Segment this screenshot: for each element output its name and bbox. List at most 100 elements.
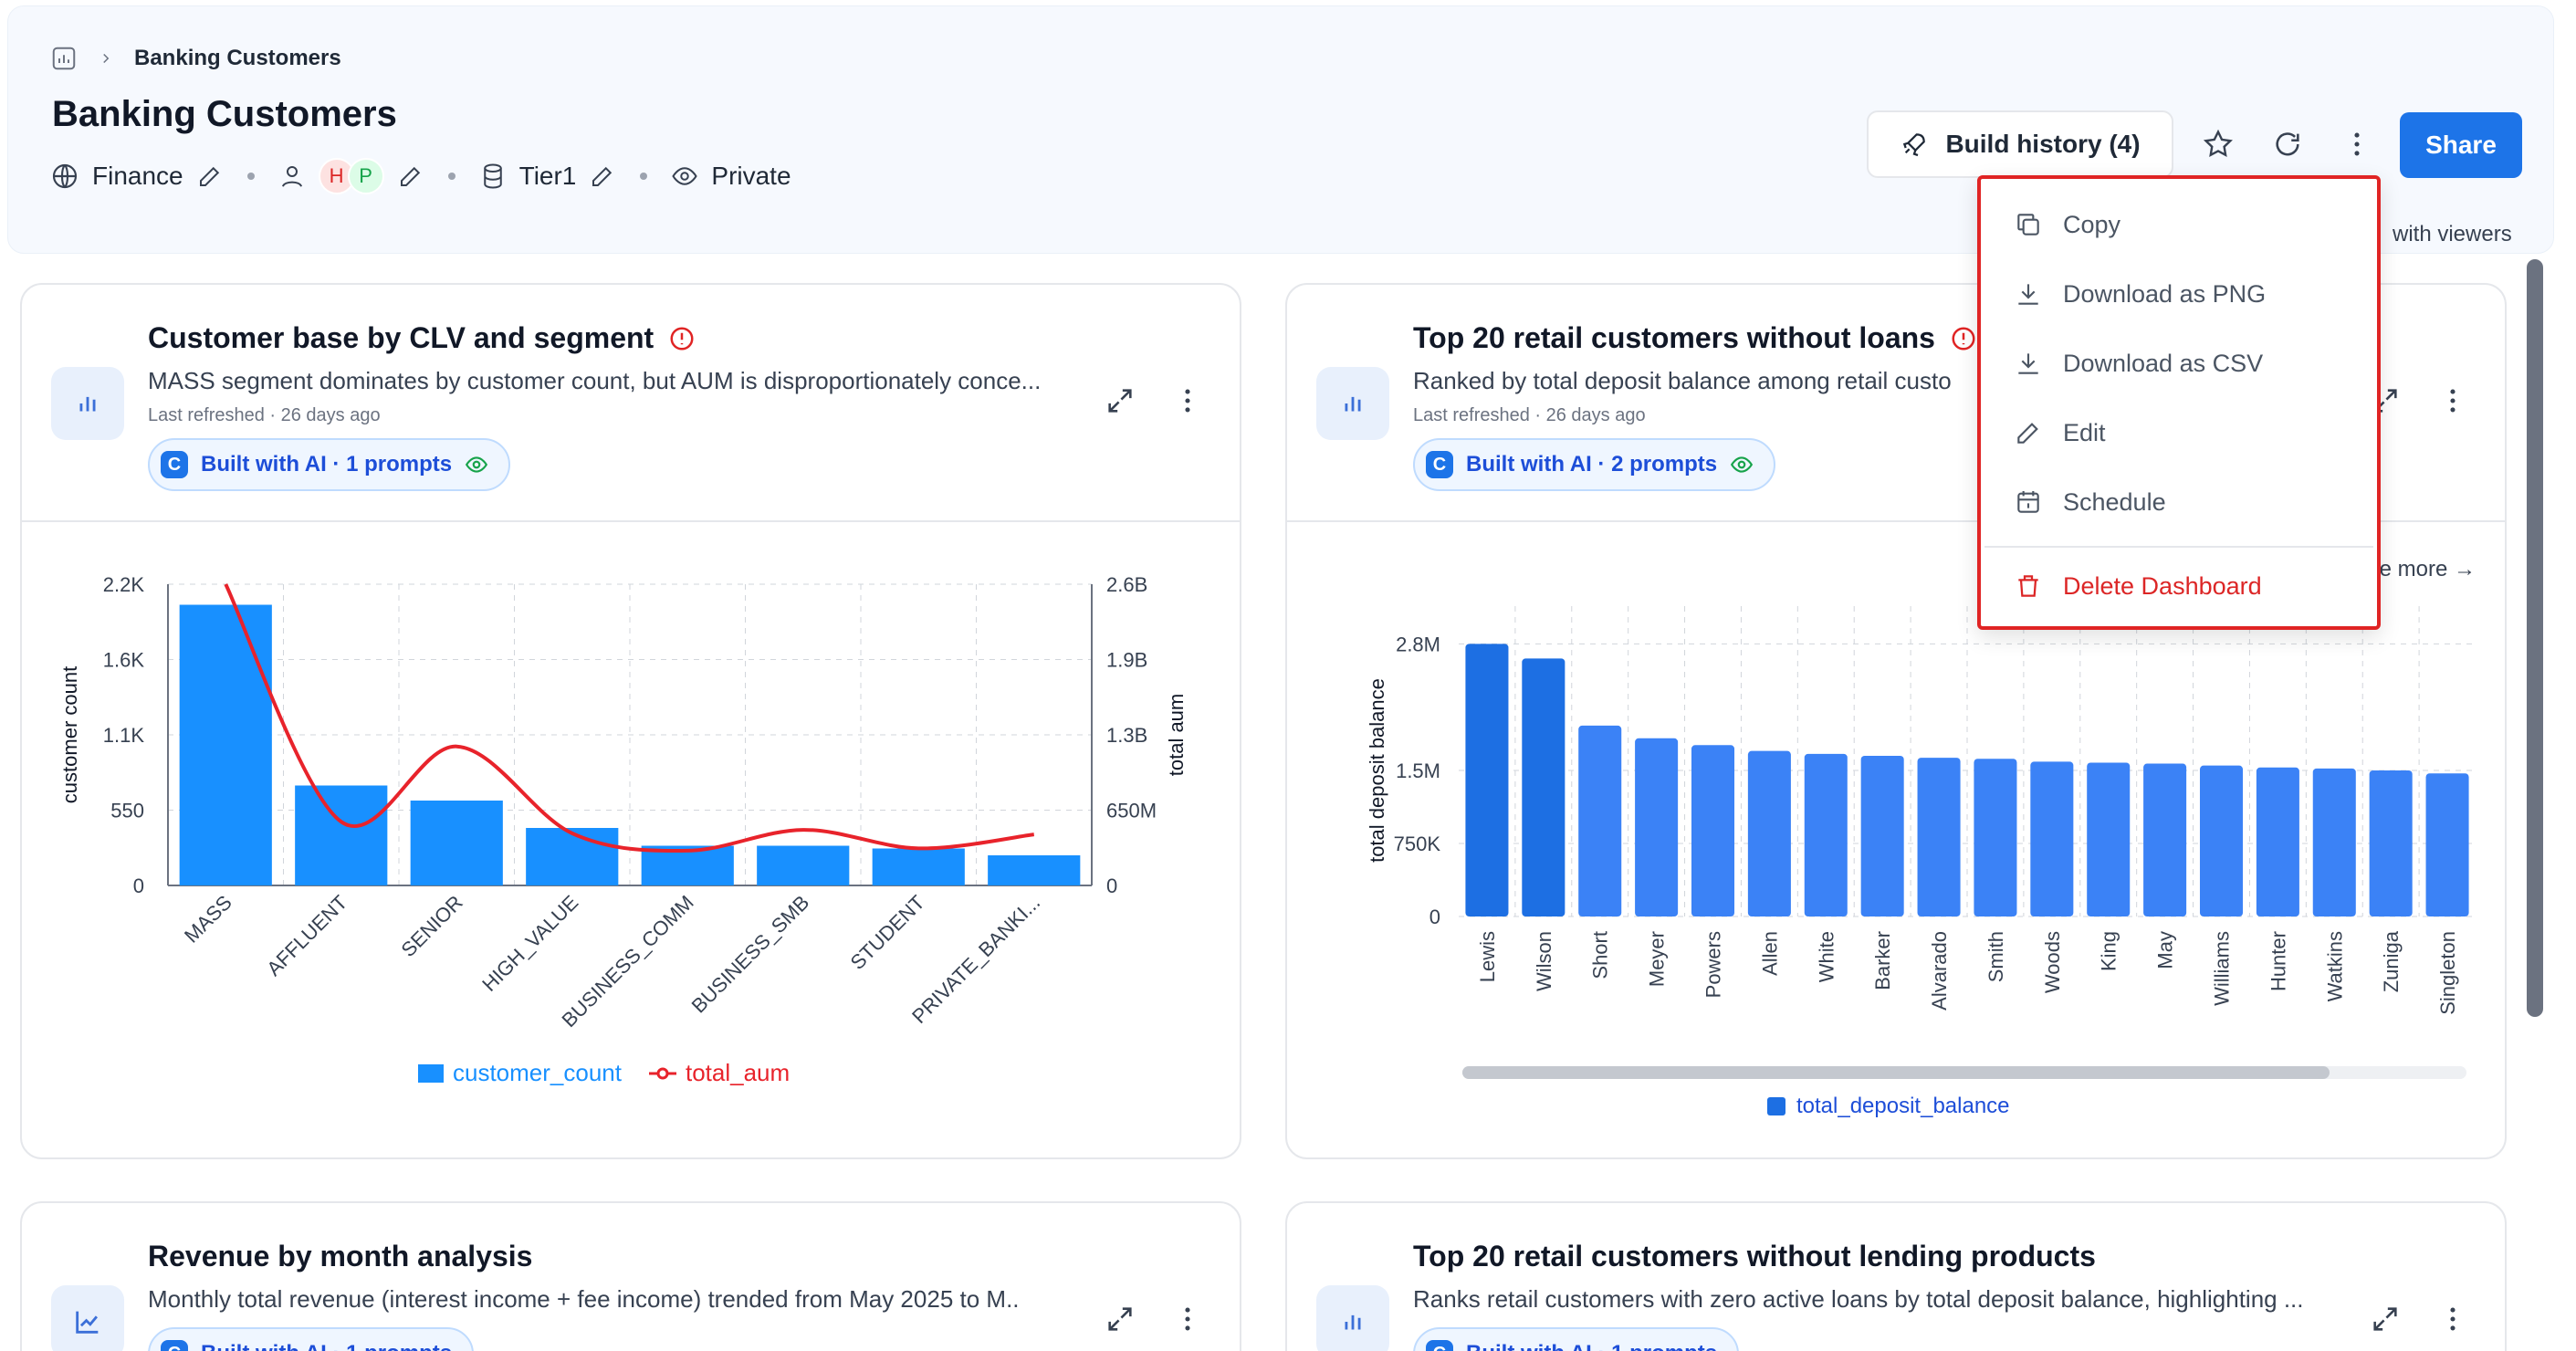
series-line-total-aum: [224, 583, 1034, 854]
y-tick-label: 1.6K: [103, 649, 145, 672]
refresh-button[interactable]: [2261, 118, 2314, 171]
more-vertical-icon[interactable]: [1172, 1304, 1203, 1335]
x-tick-label: Singleton: [2436, 931, 2459, 1015]
scrollbar-thumb[interactable]: [1462, 1066, 2330, 1079]
x-tick-label: Zuniga: [2380, 930, 2403, 992]
menu-item-download-png[interactable]: Download as PNG: [2014, 279, 2266, 309]
legend-item-total-aum[interactable]: total_aum: [648, 1059, 790, 1087]
favorite-button[interactable]: [2192, 118, 2245, 171]
visibility-label[interactable]: Private: [711, 162, 791, 190]
edit-owners-icon[interactable]: [397, 162, 424, 190]
bar: [1860, 756, 1904, 916]
y-tick-label: 2.8M: [1396, 633, 1440, 655]
breadcrumb-current[interactable]: Banking Customers: [134, 46, 341, 70]
bar: [1635, 738, 1679, 916]
x-tick-label: PRIVATE_BANKI...: [907, 891, 1044, 1028]
expand-icon[interactable]: [1105, 385, 1136, 416]
dashboard-icon[interactable]: [50, 45, 78, 72]
bar: [2312, 768, 2356, 916]
more-vertical-icon[interactable]: [2437, 1304, 2468, 1335]
card-title[interactable]: Top 20 retail customers without lending …: [1413, 1240, 2096, 1273]
ai-prompts-label: Built with AI · 1 prompts: [1466, 1341, 1717, 1351]
build-history-button[interactable]: Build history (4): [1867, 110, 2173, 178]
x-tick-label: MASS: [180, 891, 236, 948]
eye-icon: [466, 456, 488, 473]
more-options-button[interactable]: [2330, 118, 2383, 171]
menu-item-label: Schedule: [2063, 487, 2166, 516]
ai-logo-icon: C: [161, 451, 188, 478]
more-vertical-icon[interactable]: [2437, 385, 2468, 416]
menu-separator: [1984, 546, 2373, 548]
breadcrumb: Banking Customers: [50, 45, 341, 72]
menu-item-label: Delete Dashboard: [2063, 571, 2262, 600]
share-button[interactable]: Share: [2400, 112, 2522, 178]
download-icon: [2018, 284, 2038, 305]
bar: [2030, 761, 2074, 916]
y-tick-label: 1.5M: [1396, 759, 1440, 782]
chart-legend[interactable]: total_deposit_balance: [1767, 1094, 2010, 1119]
tier-label: Tier1: [518, 162, 577, 190]
x-tick-label: Watkins: [2323, 931, 2346, 1001]
menu-item-delete-dashboard[interactable]: Delete Dashboard: [2014, 571, 2262, 601]
ai-prompts-badge[interactable]: C Built with AI · 2 prompts: [1413, 438, 1776, 491]
page-scrollbar[interactable]: [2527, 259, 2543, 1017]
card-header: Top 20 retail customers without loans Ra…: [1287, 285, 2505, 522]
bar: [2256, 767, 2299, 916]
separator-dot: [640, 173, 648, 180]
y-tick-label: 550: [110, 800, 144, 822]
chevron-right-icon: [103, 53, 110, 64]
warning-icon[interactable]: [668, 325, 696, 352]
card-title-text: Customer base by CLV and segment: [148, 321, 654, 354]
user-icon: [281, 166, 302, 187]
menu-item-download-csv[interactable]: Download as CSV: [2014, 349, 2263, 378]
bar: [2087, 762, 2131, 916]
bar: [1578, 725, 1622, 916]
card-title[interactable]: Top 20 retail customers without loans: [1413, 321, 1977, 355]
bar: [2143, 763, 2187, 916]
warning-icon[interactable]: [1950, 325, 1977, 352]
ai-prompts-badge[interactable]: C Built with AI · 1 prompts: [148, 1327, 475, 1351]
edit-tier-icon[interactable]: [589, 162, 616, 190]
ai-prompts-badge[interactable]: C Built with AI · 1 prompts: [148, 438, 511, 491]
x-tick-label: STUDENT: [846, 891, 929, 974]
bar: [1804, 753, 1848, 916]
bar: [1747, 750, 1791, 916]
bar: [1691, 745, 1735, 916]
separator-dot: [246, 173, 255, 180]
x-tick-label: White: [1815, 931, 1838, 982]
download-icon: [2018, 353, 2038, 374]
more-vertical-icon[interactable]: [1172, 385, 1203, 416]
edit-domain-icon[interactable]: [196, 162, 224, 190]
dashboard-header: Banking Customers Banking Customers Fina…: [7, 5, 2554, 254]
x-tick-label: BUSINESS_SMB: [687, 891, 814, 1018]
card-description: MASS segment dominates by customer count…: [148, 367, 1042, 394]
chart-card: Revenue by month analysis Monthly total …: [20, 1201, 1241, 1351]
bar-chart-icon: [1316, 1285, 1389, 1351]
menu-item-edit[interactable]: Edit: [2014, 418, 2106, 447]
card-description: Monthly total revenue (interest income +…: [148, 1285, 1020, 1313]
ai-logo-icon: C: [1426, 451, 1453, 478]
card-title[interactable]: Customer base by CLV and segment: [148, 321, 696, 355]
ai-prompts-badge[interactable]: C Built with AI · 1 prompts: [1413, 1327, 1740, 1351]
chart-card: Top 20 retail customers without loans Ra…: [1285, 283, 2507, 1159]
legend-item-customer-count[interactable]: customer_count: [418, 1059, 622, 1087]
ai-prompts-label: Built with AI · 1 prompts: [201, 1341, 452, 1351]
menu-item-copy[interactable]: Copy: [2014, 210, 2120, 239]
card-title-text: Top 20 retail customers without loans: [1413, 321, 1935, 354]
expand-icon[interactable]: [2370, 1304, 2401, 1335]
legend-swatch: [418, 1063, 444, 1083]
card-title[interactable]: Revenue by month analysis: [148, 1240, 532, 1273]
menu-item-label: Edit: [2063, 418, 2106, 446]
expand-icon[interactable]: [1105, 1304, 1136, 1335]
avatar[interactable]: P: [347, 158, 384, 194]
deposit-balance-chart: 0 750K 1.5M 2.8M Lewis Wilson Short Meyer Powers…: [1366, 606, 2476, 1015]
menu-item-schedule[interactable]: Schedule: [2014, 487, 2166, 517]
page-title: Banking Customers: [52, 94, 397, 134]
ai-prompts-label: Built with AI · 1 prompts: [201, 452, 453, 477]
x-tick-label: Meyer: [1646, 931, 1669, 987]
chart-card: Top 20 retail customers without lending …: [1285, 1201, 2507, 1351]
bar: [526, 828, 619, 885]
see-more-link[interactable]: e more →: [2379, 557, 2476, 581]
chart-horizontal-scrollbar[interactable]: [1462, 1066, 2466, 1079]
pencil-icon: [2017, 423, 2038, 444]
